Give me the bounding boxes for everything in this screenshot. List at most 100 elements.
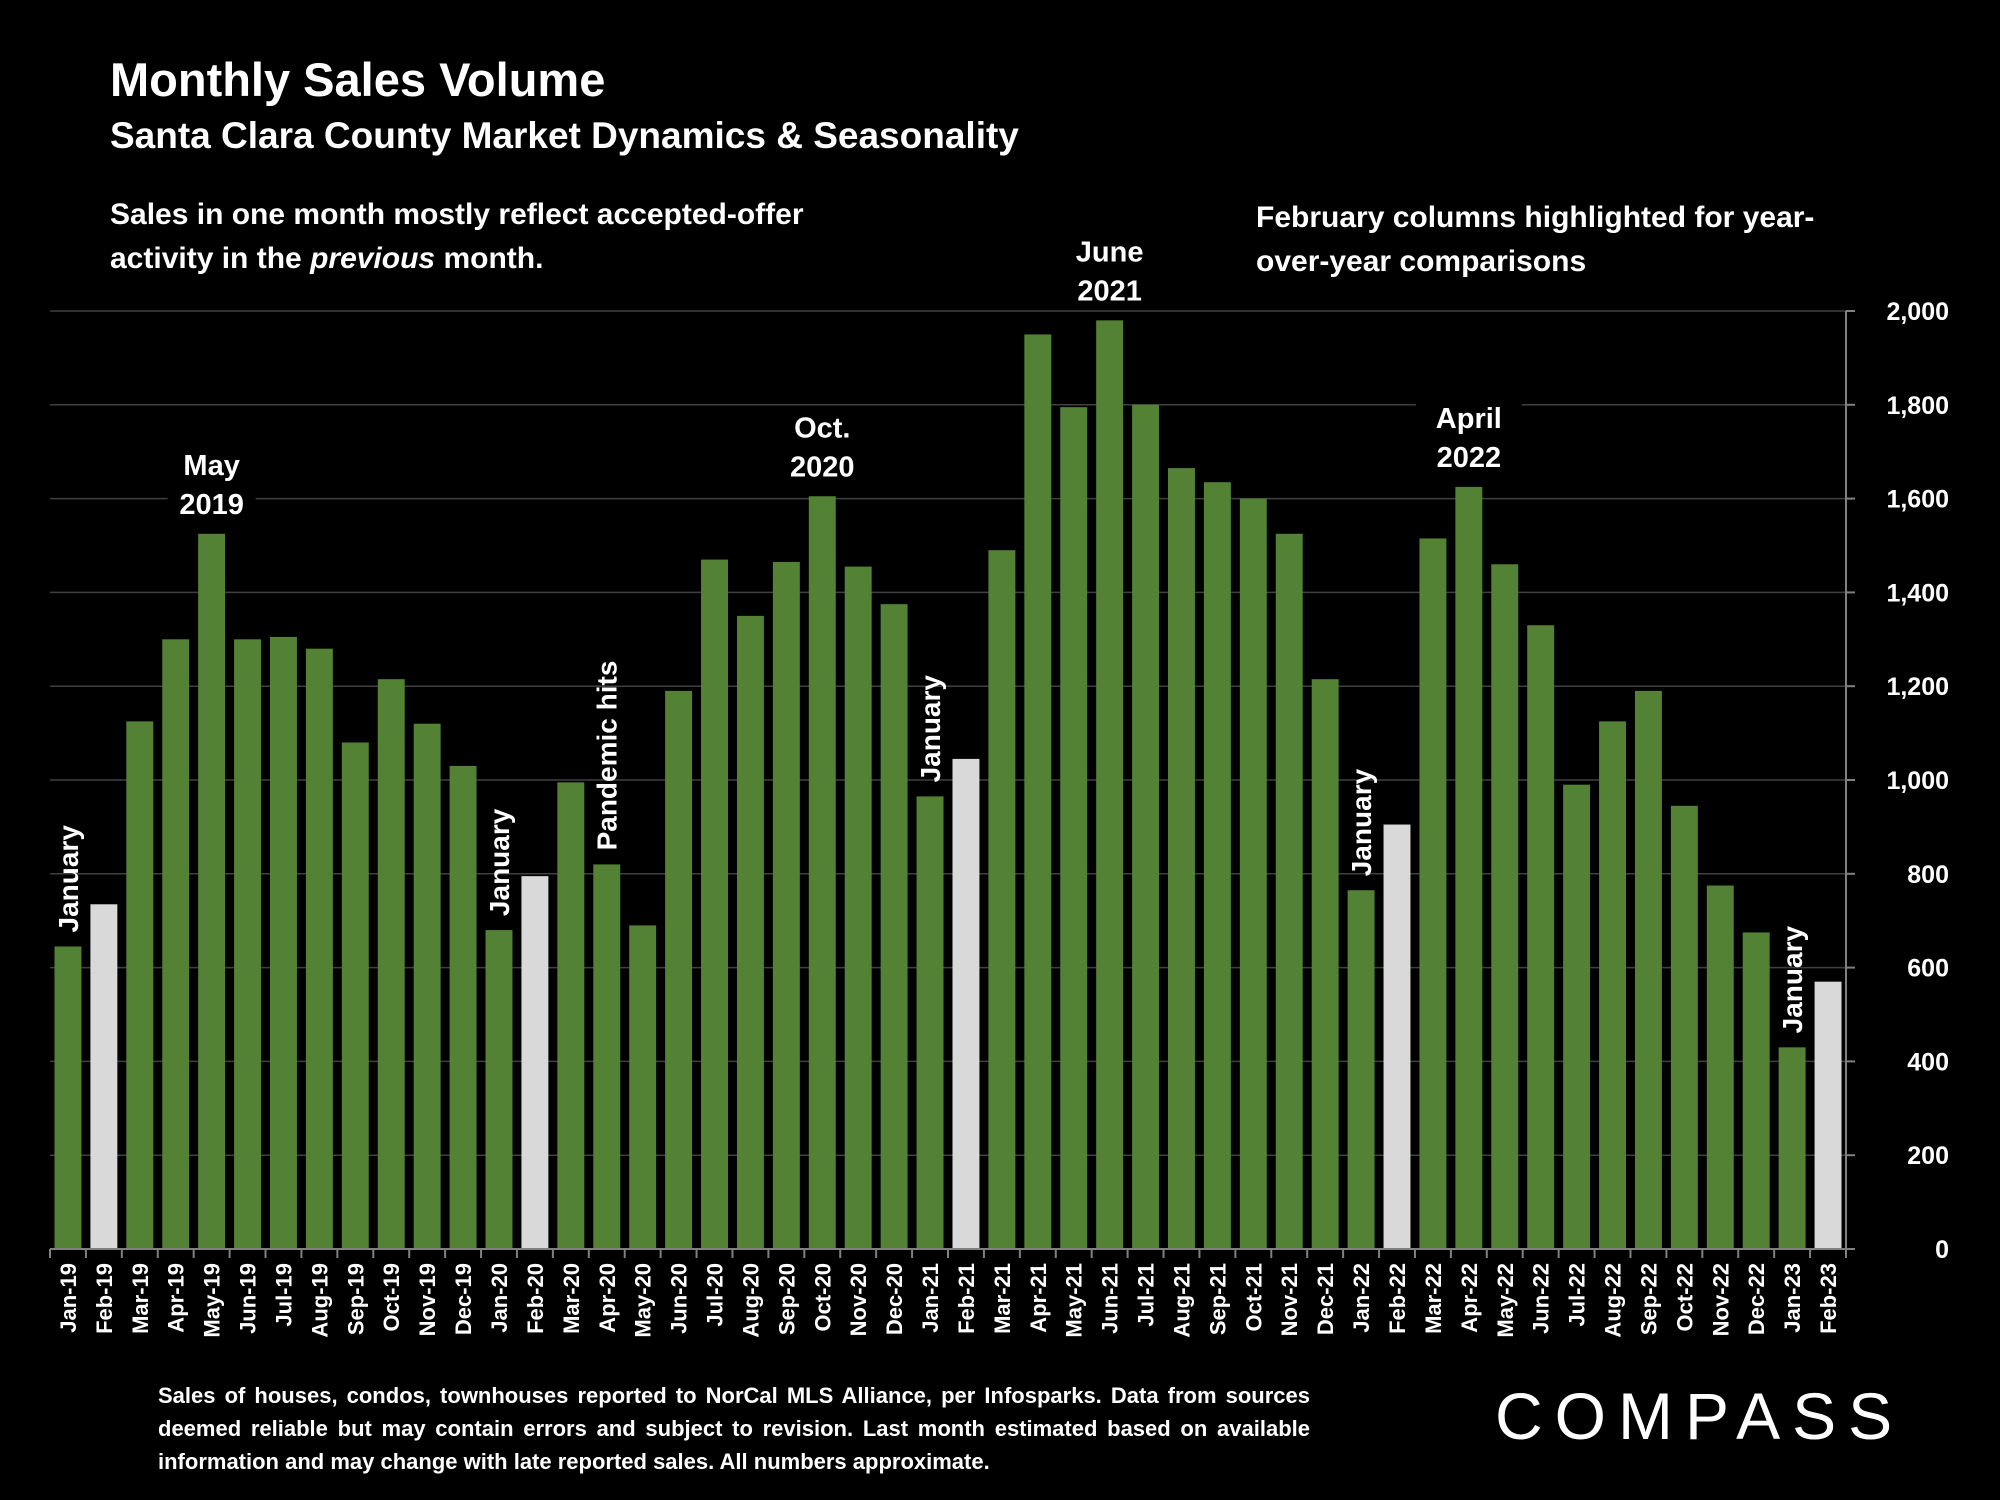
- footnote: Sales of houses, condos, townhouses repo…: [158, 1383, 1310, 1474]
- bar: [772, 561, 800, 1249]
- note-left-italic: previous: [310, 242, 436, 275]
- bar: [1419, 538, 1447, 1249]
- x-tick-label: Jun-22: [1529, 1263, 1554, 1334]
- y-tick-label: 400: [1907, 1048, 1949, 1076]
- y-tick-label: 1,000: [1886, 767, 1949, 795]
- x-tick-label: Apr-20: [595, 1263, 620, 1333]
- y-tick-label: 1,800: [1886, 392, 1949, 420]
- bar: [665, 690, 693, 1249]
- bar: [1060, 407, 1088, 1249]
- x-tick-label: Jul-19: [271, 1263, 296, 1327]
- bar: [305, 648, 333, 1249]
- x-tick-label: Jun-21: [1098, 1263, 1123, 1334]
- bar: [1132, 404, 1160, 1249]
- x-tick-label: Feb-19: [92, 1263, 117, 1334]
- y-tick-label: 1,600: [1886, 486, 1949, 514]
- x-tick-label: Nov-21: [1277, 1263, 1302, 1336]
- x-tick-label: Sep-22: [1636, 1263, 1661, 1335]
- y-tick-label: 0: [1935, 1236, 1949, 1264]
- bar: [557, 782, 585, 1249]
- x-tick-label: Apr-19: [164, 1263, 189, 1333]
- annotation-vertical: January: [1777, 926, 1808, 1034]
- x-tick-label: Dec-22: [1744, 1263, 1769, 1335]
- bar: [1311, 679, 1339, 1249]
- bar: [1024, 334, 1052, 1249]
- x-tick-label: Feb-23: [1816, 1263, 1841, 1334]
- x-tick-label: Aug-22: [1601, 1263, 1626, 1338]
- bar-highlight: [521, 876, 549, 1249]
- bar: [126, 721, 154, 1249]
- x-tick-label: Sep-21: [1205, 1263, 1230, 1335]
- annotation-label: 2020: [790, 451, 855, 483]
- bar: [701, 559, 728, 1249]
- bar: [1742, 932, 1770, 1249]
- annotation-vertical: Pandemic hits: [592, 661, 623, 851]
- bar: [1168, 468, 1195, 1249]
- compass-logo: COMPASS: [1495, 1379, 1905, 1453]
- bar: [1239, 498, 1267, 1250]
- bar: [413, 723, 441, 1249]
- annotation-label: April: [1436, 403, 1502, 435]
- x-tick-label: Dec-19: [451, 1263, 476, 1335]
- x-tick-label: Jan-20: [487, 1263, 512, 1333]
- annotation-background: [1065, 231, 1154, 271]
- bar-highlight: [1814, 981, 1842, 1249]
- bar: [377, 679, 405, 1249]
- bar: [198, 533, 226, 1249]
- x-tick-label: Apr-22: [1457, 1263, 1482, 1333]
- annotation-background: [1065, 270, 1154, 310]
- x-tick-label: Nov-19: [415, 1263, 440, 1336]
- x-tick-label: Oct-19: [379, 1263, 404, 1331]
- annotation-label: May: [183, 450, 239, 482]
- bar: [593, 864, 621, 1249]
- x-tick-label: Mar-21: [990, 1263, 1015, 1334]
- note-left-text-1: Sales in one month mostly reflect accept…: [110, 198, 804, 275]
- x-tick-label: Aug-19: [307, 1263, 332, 1338]
- bar: [988, 550, 1016, 1249]
- bar: [1491, 564, 1519, 1249]
- annotation-label: 2022: [1437, 442, 1502, 474]
- bar-highlight: [1383, 824, 1411, 1249]
- x-tick-label: Jan-22: [1349, 1263, 1374, 1333]
- x-tick-label: Mar-19: [128, 1263, 153, 1334]
- x-tick-label: Oct-22: [1672, 1263, 1697, 1331]
- annotation-label: 2019: [179, 489, 244, 521]
- bar: [880, 604, 908, 1249]
- annotation-vertical: January: [1346, 768, 1377, 876]
- x-tick-label: Oct-21: [1241, 1263, 1266, 1331]
- x-tick-label: Oct-20: [810, 1263, 835, 1331]
- x-tick-label: Jan-19: [56, 1263, 81, 1333]
- x-tick-label: Jul-20: [703, 1263, 728, 1327]
- bar: [1706, 885, 1734, 1249]
- x-tick-label: Apr-21: [1026, 1263, 1051, 1333]
- bar: [449, 765, 477, 1249]
- x-tick-label: Jul-22: [1565, 1263, 1590, 1327]
- bar: [1275, 533, 1303, 1249]
- bar: [485, 930, 513, 1249]
- x-tick-label: Nov-22: [1708, 1263, 1733, 1336]
- annotation-vertical: January: [484, 808, 515, 916]
- x-tick-label: Jan-23: [1780, 1263, 1805, 1333]
- bar: [1347, 890, 1375, 1249]
- bar: [1203, 482, 1231, 1249]
- x-tick-label: Sep-19: [343, 1263, 368, 1335]
- x-tick-label: Aug-21: [1169, 1263, 1194, 1338]
- bar: [808, 496, 836, 1249]
- x-tick-label: Jun-19: [236, 1263, 261, 1334]
- bar: [1634, 690, 1662, 1249]
- bar: [270, 636, 297, 1249]
- bar-highlight: [952, 758, 980, 1249]
- note-left: Sales in one month mostly reflect accept…: [110, 193, 810, 281]
- annotation-background: [778, 407, 867, 447]
- bar: [1455, 486, 1483, 1249]
- bar: [1670, 805, 1698, 1249]
- annotation-background: [778, 446, 867, 486]
- x-tick-label: Sep-20: [774, 1263, 799, 1335]
- bar: [1563, 784, 1591, 1249]
- bar: [1778, 1047, 1806, 1249]
- chart-title: Monthly Sales Volume: [110, 53, 606, 106]
- bar: [736, 615, 764, 1249]
- x-tick-label: May-21: [1062, 1263, 1087, 1338]
- annotation-background: [167, 483, 256, 523]
